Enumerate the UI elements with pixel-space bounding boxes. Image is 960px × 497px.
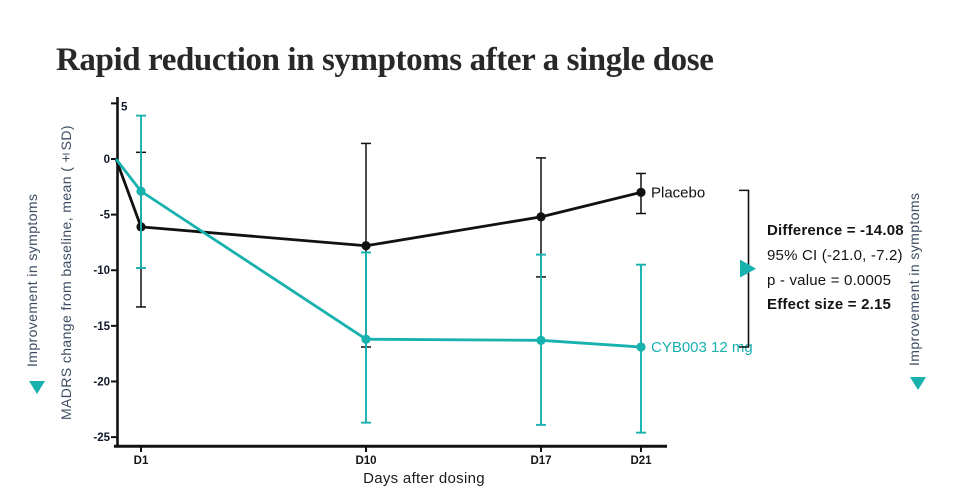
down-triangle-icon	[29, 381, 45, 394]
CYB003 12 mg-point	[536, 335, 546, 345]
effect-size-value: Effect size = 2.15	[767, 296, 892, 314]
y-tick-label: -25	[93, 432, 110, 444]
CYB003 12 mg-point	[136, 186, 146, 196]
y-tick-label: 0	[104, 154, 110, 166]
x-axis-label: Days after dosing	[363, 470, 485, 487]
right-arrow-icon	[740, 259, 756, 278]
CYB003 12 mg-point	[636, 342, 646, 352]
y-tick-label: 5	[121, 101, 128, 113]
stats-annotation: Difference = -14.08 95% CI (-21.0, -7.2)…	[767, 219, 960, 318]
p-value: p - value = 0.0005	[767, 271, 892, 289]
x-tick-label: D17	[530, 455, 551, 467]
y-tick-label: -15	[93, 321, 110, 333]
Placebo-series-label: Placebo	[651, 184, 705, 201]
Placebo-point	[636, 187, 646, 197]
CYB003 12 mg-series-label: CYB003 12 mg	[651, 339, 753, 356]
down-triangle-icon	[910, 377, 926, 390]
x-tick-label: D21	[630, 455, 652, 467]
x-tick-label: D10	[355, 455, 376, 467]
Placebo-point	[361, 241, 371, 251]
y-tick-label: -5	[100, 210, 111, 222]
right-improvement-label: Improvement in symptoms	[906, 192, 922, 366]
difference-value: Difference = -14.08	[767, 222, 904, 239]
page-title: Rapid reduction in symptoms after a sing…	[56, 42, 714, 79]
CYB003 12 mg-line	[114, 158, 642, 349]
x-tick-label: D1	[134, 455, 149, 467]
Placebo-line	[114, 158, 642, 248]
y-tick-label: -20	[93, 376, 110, 388]
Placebo-point	[536, 212, 546, 222]
CYB003 12 mg-point	[361, 334, 371, 344]
y-tick-label: -10	[93, 265, 110, 277]
ci-value: 95% CI (-21.0, -7.2)	[767, 246, 903, 264]
